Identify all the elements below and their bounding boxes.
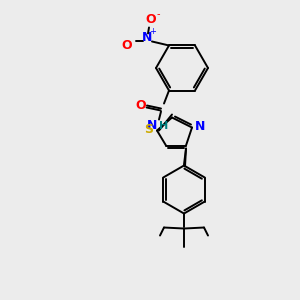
Text: -: -	[156, 10, 160, 20]
Text: O: O	[122, 39, 132, 52]
Text: S: S	[145, 123, 154, 136]
Text: H: H	[159, 121, 169, 130]
Text: N: N	[142, 31, 152, 44]
Text: N: N	[195, 120, 205, 133]
Text: N: N	[147, 119, 157, 132]
Text: +: +	[150, 27, 156, 36]
Text: O: O	[136, 99, 146, 112]
Text: O: O	[146, 13, 156, 26]
